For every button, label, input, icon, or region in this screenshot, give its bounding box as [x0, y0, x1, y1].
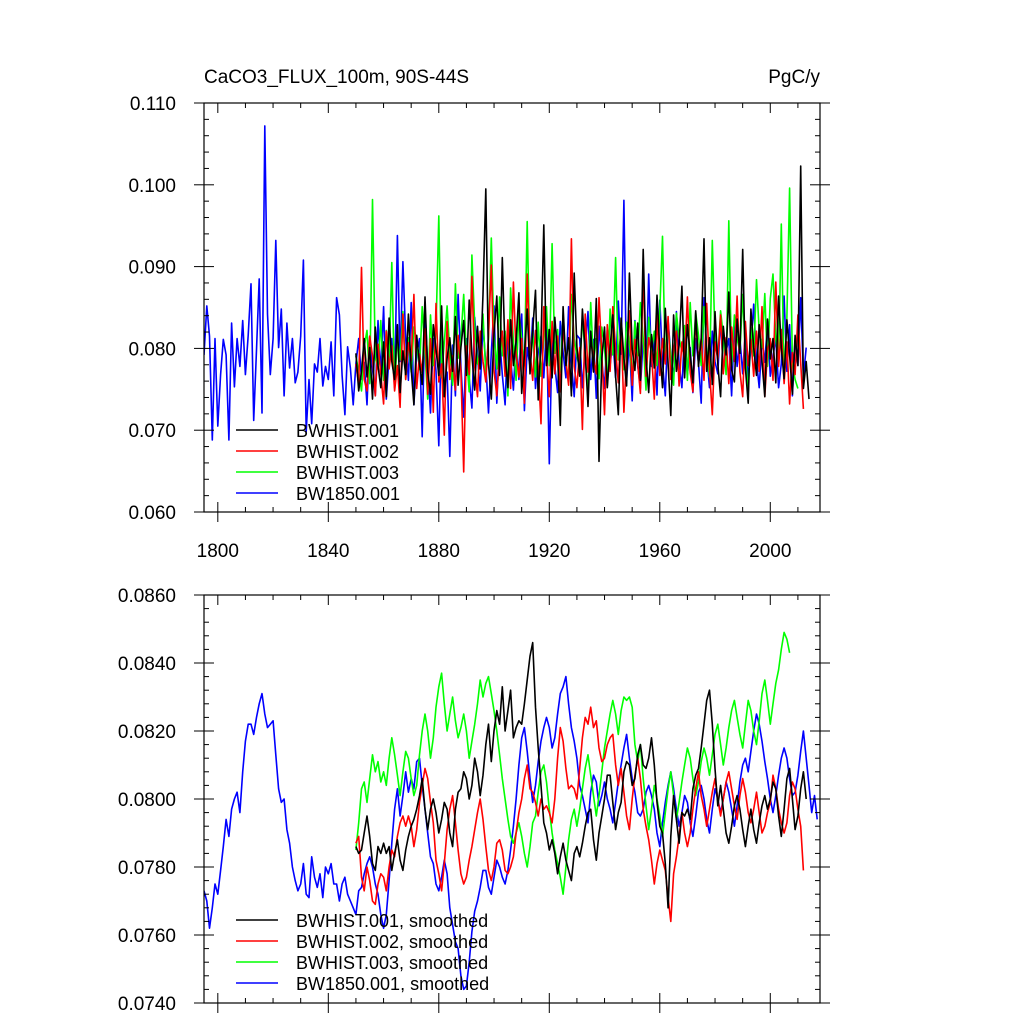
- top-legend-label: BWHIST.003: [296, 463, 399, 483]
- x-tick-label: 1800: [197, 541, 239, 562]
- bottom-y-tick-label: 0.0800: [118, 790, 176, 811]
- bottom-series-line-2: [355, 631, 791, 896]
- bottom-panel: 0.0740 0.0760 0.0780 0.0800 0.0820 0.0840 0.08…: [118, 586, 830, 1015]
- bottom-y-tick-label: 0.0760: [118, 926, 176, 947]
- bottom-y-tick-label: 0.0740: [118, 994, 176, 1015]
- top-legend-label: BWHIST.001: [296, 421, 399, 441]
- x-tick-label: 1840: [307, 541, 349, 562]
- bottom-y-tick-label: 0.0840: [118, 654, 176, 675]
- bottom-panel-frame: [203, 594, 821, 1004]
- bottom-panel-series: [204, 631, 818, 991]
- top-panel-series: [204, 125, 810, 473]
- top-series-line-0: [355, 165, 810, 463]
- top-series-line-1: [355, 238, 805, 473]
- top-legend-label: BWHIST.002: [296, 442, 399, 462]
- top-legend-label: BW1850.001: [296, 484, 400, 504]
- bottom-legend-label: BWHIST.003, smoothed: [296, 953, 488, 973]
- x-tick-label: 1920: [528, 541, 570, 562]
- bottom-panel-axes: 0.0740 0.0760 0.0780 0.0800 0.0820 0.0840 0.08…: [118, 586, 830, 1015]
- bottom-legend-label: BW1850.001, smoothed: [296, 974, 489, 994]
- bottom-legend-label: BWHIST.002, smoothed: [296, 932, 488, 952]
- top-panel-title: CaCO3_FLUX_100m, 90S-44S: [204, 67, 469, 88]
- top-panel-axes: 1800 1840 1880 1920 1960 2000 0.060 0.070 0.080 0…: [128, 94, 830, 562]
- x-tick-label: 1960: [639, 541, 681, 562]
- top-panel-frame: [203, 102, 821, 513]
- top-y-tick-label: 0.080: [128, 339, 176, 360]
- bottom-legend-label: BWHIST.001, smoothed: [296, 911, 488, 931]
- top-y-tick-label: 0.110: [130, 94, 176, 115]
- bottom-y-tick-label: 0.0820: [118, 722, 176, 743]
- x-tick-label: 1880: [418, 541, 460, 562]
- x-tick-label: 2000: [749, 541, 791, 562]
- top-y-tick-label: 0.060: [128, 503, 176, 524]
- bottom-y-tick-label: 0.0780: [118, 858, 176, 879]
- bottom-series-line-3: [204, 675, 818, 991]
- bottom-y-tick-label: 0.0860: [118, 586, 176, 607]
- bottom-series-line-0: [355, 641, 807, 909]
- top-y-tick-label: 0.090: [128, 258, 176, 279]
- top-y-tick-label: 0.070: [128, 421, 176, 442]
- top-y-tick-label: 0.100: [128, 176, 176, 197]
- top-panel-units: PgC/y: [768, 67, 820, 88]
- top-panel: CaCO3_FLUX_100m, 90S-44S PgC/y 1800 1840 1…: [128, 67, 830, 562]
- bottom-series-line-1: [355, 706, 805, 923]
